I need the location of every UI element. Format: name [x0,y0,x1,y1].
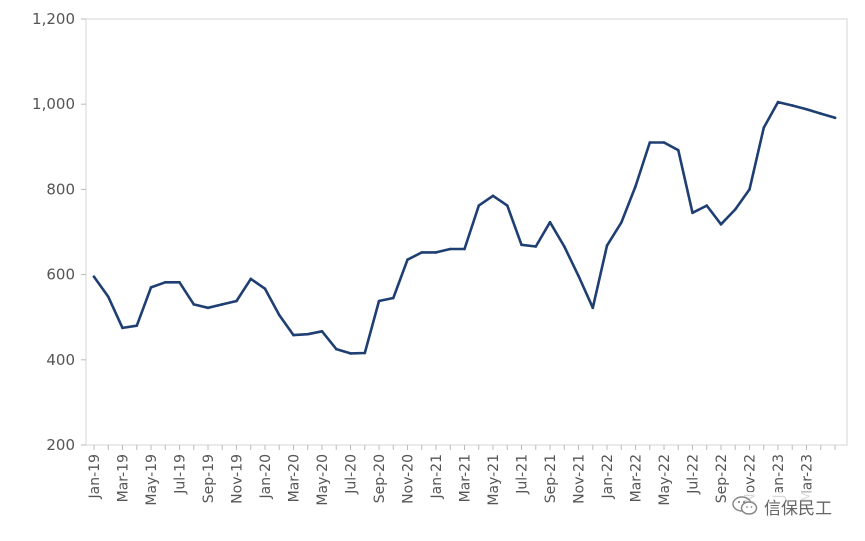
x-tick-label: Sep-21 [543,454,559,503]
y-tick-label: 400 [46,351,75,369]
x-tick-label: Mar-20 [287,454,303,502]
data-point [577,274,580,278]
x-tick-label: Nov-22 [743,454,759,504]
data-point [149,286,153,289]
data-point [819,112,823,115]
x-tick-label: Jan-19 [87,454,103,499]
x-tick-label: Jul-19 [173,454,189,495]
x-axis: Jan-19 Mar-19 May-19 Jul-19 Sep-19 Nov-19 Jan-… [87,445,836,506]
x-tick-label: May-22 [657,454,673,506]
x-tick-label: May-20 [315,454,331,506]
data-point [277,313,281,317]
watermark: 信保民工 [728,492,836,520]
data-point [377,299,381,303]
x-tick-label: Sep-20 [372,454,388,503]
plot-frame [85,18,848,446]
series-layer [92,100,837,355]
x-tick-label: Nov-21 [572,454,588,504]
data-point [662,141,666,144]
x-tick-label: May-19 [144,454,160,506]
data-point [520,243,523,247]
y-axis: 200 400 600 800 1,000 1,200 [32,10,86,454]
data-point [206,306,210,310]
x-tick-label: Jan-20 [258,454,274,499]
x-tick-label: Mar-21 [458,454,474,502]
data-point [805,108,808,111]
data-point [406,258,409,261]
data-point [605,244,609,247]
data-point [733,208,737,211]
y-tick-label: 1,000 [32,95,75,113]
data-point [463,247,466,251]
x-tick-label: Nov-20 [401,454,417,504]
y-tick-label: 200 [46,436,75,454]
data-point [292,333,295,337]
y-tick-label: 1,200 [32,10,75,28]
data-point [121,326,124,330]
data-point [505,204,509,207]
x-tick-label: Jul-21 [515,454,531,495]
data-point [92,275,96,279]
x-tick-label: Mar-23 [800,454,816,502]
x-tick-label: May-21 [486,454,502,506]
data-point [562,245,566,248]
x-tick-label: Sep-22 [714,454,730,503]
data-point [163,280,167,284]
data-point [363,351,367,355]
data-point [306,332,310,336]
x-tick-label: Mar-22 [629,454,645,502]
data-point [548,220,552,224]
data-point [391,296,395,300]
series-line [92,100,837,355]
data-point [619,221,623,224]
y-tick-label: 800 [46,180,75,198]
x-tick-label: Jan-23 [771,454,787,499]
data-point [833,116,837,120]
x-tick-label: Jan-22 [600,454,616,499]
data-point [263,287,267,290]
data-point [434,251,438,254]
data-point [135,324,139,328]
x-tick-label: Jul-20 [344,454,360,495]
data-point [719,223,723,226]
data-point [106,295,110,299]
wechat-icon [732,496,758,515]
data-point [491,194,495,198]
data-point [334,347,338,351]
data-point [192,303,196,306]
data-point [748,188,751,191]
data-point [705,204,709,207]
data-point [762,126,766,129]
data-point [420,251,424,254]
x-tick-label: Mar-19 [116,454,132,502]
data-point [320,329,324,333]
data-point [448,247,452,251]
y-tick-label: 600 [46,266,75,284]
data-point [349,352,352,355]
data-point [648,141,652,144]
x-tick-label: Nov-19 [230,454,246,504]
data-point [235,299,238,303]
watermark-text: 信保民工 [764,498,832,519]
data-point [220,303,224,306]
data-point [591,306,595,310]
data-point [790,104,794,107]
data-point [178,280,181,284]
data-point [534,245,538,248]
x-tick-label: Jan-21 [429,454,445,499]
x-tick-label: Jul-22 [686,454,702,495]
data-point [634,185,637,188]
data-point [776,100,780,104]
data-point [249,277,253,281]
data-point [477,204,481,207]
x-tick-label: Sep-19 [201,454,217,503]
data-point [676,148,680,152]
data-point [691,211,694,215]
